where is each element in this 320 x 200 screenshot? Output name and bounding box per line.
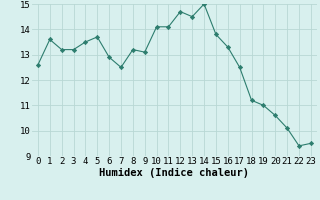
X-axis label: Humidex (Indice chaleur): Humidex (Indice chaleur) — [100, 168, 249, 178]
